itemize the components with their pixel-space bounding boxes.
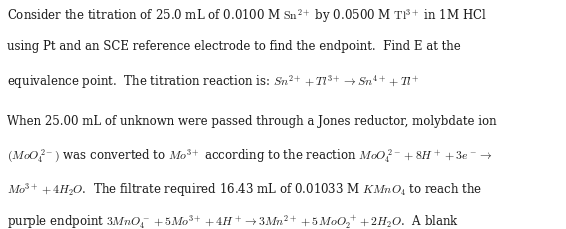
Text: purple endpoint $3\mathit{MnO}_4^- + 5\mathit{Mo}^{3+} + 4\mathit{H}^+ \rightarr: purple endpoint $3\mathit{MnO}_4^- + 5\m… [7,214,459,229]
Text: using Pt and an SCE reference electrode to find the endpoint.  Find E at the: using Pt and an SCE reference electrode … [7,40,461,53]
Text: When 25.00 mL of unknown were passed through a Jones reductor, molybdate ion: When 25.00 mL of unknown were passed thr… [7,114,496,128]
Text: equivalence point.  The titration reaction is: $\mathit{Sn}^{2+} + \mathit{Tl}^{: equivalence point. The titration reactio… [7,73,419,91]
Text: Consider the titration of 25.0 mL of 0.0100 M $\mathrm{Sn}^{2+}$ by 0.0500 M $\m: Consider the titration of 25.0 mL of 0.0… [7,7,486,25]
Text: $(\mathit{MoO}_4^{\,2-})$ was converted to $\mathit{Mo}^{3+}$ according to the r: $(\mathit{MoO}_4^{\,2-})$ was converted … [7,148,492,165]
Text: $\mathit{Mo}^{3+} + 4\mathit{H}_2\mathit{O}$.  The filtrate required 16.43 mL of: $\mathit{Mo}^{3+} + 4\mathit{H}_2\mathit… [7,181,482,199]
